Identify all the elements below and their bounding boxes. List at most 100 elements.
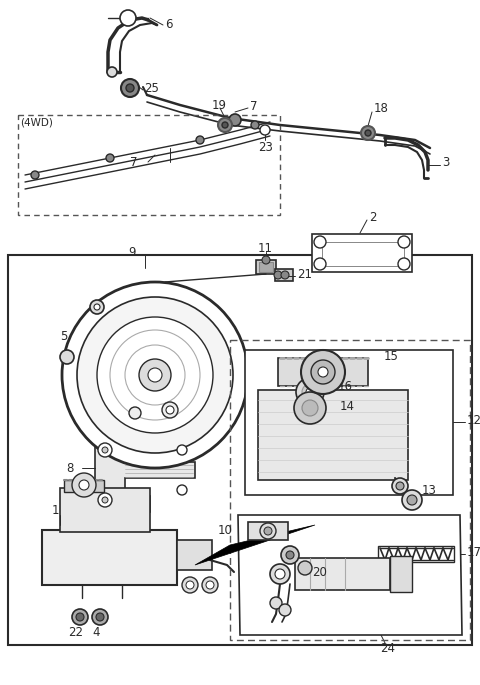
Circle shape <box>274 271 282 279</box>
Circle shape <box>296 378 324 406</box>
Circle shape <box>318 367 328 377</box>
Bar <box>378 546 454 562</box>
Polygon shape <box>312 234 412 272</box>
Circle shape <box>398 236 410 248</box>
Text: 21: 21 <box>297 268 312 280</box>
Circle shape <box>222 122 228 128</box>
Bar <box>295 558 390 590</box>
Circle shape <box>166 406 174 414</box>
Circle shape <box>162 402 178 418</box>
Circle shape <box>76 613 84 621</box>
Circle shape <box>94 304 100 310</box>
Circle shape <box>97 317 213 433</box>
Circle shape <box>196 136 204 144</box>
Bar <box>18 115 280 215</box>
Circle shape <box>106 154 114 162</box>
Text: 10: 10 <box>218 525 233 538</box>
Text: 24: 24 <box>380 641 395 654</box>
Circle shape <box>218 118 232 132</box>
Circle shape <box>281 271 289 279</box>
Circle shape <box>302 384 318 400</box>
Circle shape <box>110 330 200 420</box>
Bar <box>245 350 453 495</box>
Circle shape <box>31 171 39 179</box>
Text: 14: 14 <box>340 399 355 412</box>
Circle shape <box>365 130 371 136</box>
Text: 15: 15 <box>384 349 399 362</box>
Circle shape <box>96 613 104 621</box>
Circle shape <box>98 493 112 507</box>
Circle shape <box>301 350 345 394</box>
Bar <box>259 262 273 272</box>
Circle shape <box>311 360 335 384</box>
Circle shape <box>306 388 314 396</box>
Circle shape <box>298 561 312 575</box>
Circle shape <box>202 577 218 593</box>
Bar <box>177 540 212 570</box>
Bar <box>248 522 288 540</box>
Circle shape <box>407 495 417 505</box>
Text: 19: 19 <box>212 99 227 112</box>
Text: 17: 17 <box>467 545 480 558</box>
Circle shape <box>314 236 326 248</box>
Circle shape <box>148 368 162 382</box>
Text: 2: 2 <box>369 210 376 223</box>
Text: 20: 20 <box>312 566 327 579</box>
Circle shape <box>125 345 185 405</box>
Circle shape <box>102 447 108 453</box>
Circle shape <box>92 609 108 625</box>
Circle shape <box>251 121 259 129</box>
Circle shape <box>264 527 272 535</box>
Circle shape <box>79 480 89 490</box>
Polygon shape <box>195 525 315 565</box>
Circle shape <box>72 609 88 625</box>
Text: 23: 23 <box>258 140 273 153</box>
Text: 4: 4 <box>92 625 99 638</box>
Circle shape <box>129 407 141 419</box>
Text: 13: 13 <box>422 484 437 497</box>
Text: 7: 7 <box>130 155 137 169</box>
Polygon shape <box>238 515 462 635</box>
Bar <box>230 340 470 640</box>
Circle shape <box>77 297 233 453</box>
Circle shape <box>392 478 408 494</box>
Circle shape <box>126 84 134 92</box>
Circle shape <box>398 258 410 270</box>
Circle shape <box>286 551 294 559</box>
Circle shape <box>206 581 214 589</box>
Circle shape <box>270 597 282 609</box>
Text: 25: 25 <box>144 82 159 95</box>
Circle shape <box>120 10 136 26</box>
Circle shape <box>186 581 194 589</box>
Circle shape <box>302 400 318 416</box>
Circle shape <box>396 482 404 490</box>
Bar <box>258 390 408 480</box>
Circle shape <box>102 497 108 503</box>
Bar <box>42 530 177 585</box>
Circle shape <box>139 359 171 391</box>
Text: 18: 18 <box>374 101 389 114</box>
Circle shape <box>229 114 241 126</box>
Bar <box>64 480 104 492</box>
Circle shape <box>121 79 139 97</box>
Circle shape <box>177 485 187 495</box>
Circle shape <box>60 350 74 364</box>
Text: (4WD): (4WD) <box>20 117 53 127</box>
Text: 1: 1 <box>52 503 60 516</box>
Circle shape <box>294 392 326 424</box>
Bar <box>278 358 368 386</box>
Circle shape <box>72 473 96 497</box>
Bar <box>60 488 150 532</box>
Text: 16: 16 <box>338 379 353 393</box>
Circle shape <box>314 258 326 270</box>
Circle shape <box>62 282 248 468</box>
Text: 6: 6 <box>165 18 172 31</box>
Circle shape <box>262 256 270 264</box>
Circle shape <box>98 443 112 457</box>
Circle shape <box>281 546 299 564</box>
Circle shape <box>260 523 276 539</box>
Circle shape <box>90 300 104 314</box>
Circle shape <box>260 125 270 135</box>
Bar <box>256 260 276 274</box>
Text: 9: 9 <box>128 245 135 258</box>
